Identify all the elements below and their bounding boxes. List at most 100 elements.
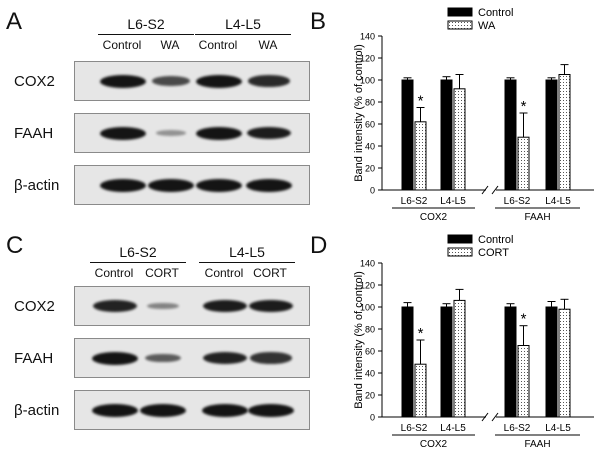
panel-letter-b: B bbox=[310, 8, 327, 35]
blot-band bbox=[100, 74, 146, 88]
x-tick-label: L4-L5 bbox=[545, 423, 571, 434]
group-underline bbox=[195, 34, 291, 35]
bar bbox=[453, 88, 466, 191]
y-tick-label: 100 bbox=[360, 76, 375, 86]
y-tick-label: 140 bbox=[360, 259, 375, 269]
legend-label: WA bbox=[478, 20, 496, 32]
y-tick-label: 80 bbox=[365, 325, 375, 335]
blot-band bbox=[93, 299, 137, 313]
blot-band bbox=[151, 76, 191, 86]
blot-band bbox=[202, 403, 248, 417]
western-blot-a: L6-S2 L4-L5 Control WA Control WA COX2 FAAH β-ac… bbox=[0, 0, 310, 230]
bar bbox=[504, 306, 517, 418]
blot-band bbox=[202, 299, 248, 313]
lane-label: CORT bbox=[145, 266, 179, 280]
y-tick-label: 100 bbox=[360, 303, 375, 313]
bar bbox=[558, 308, 571, 418]
x-tick-label: L6-S2 bbox=[401, 423, 428, 434]
bar bbox=[440, 306, 453, 418]
blot-band bbox=[247, 75, 291, 87]
y-tick-label: 40 bbox=[365, 369, 375, 379]
x-tick-label: L4-L5 bbox=[545, 196, 571, 207]
y-tick-label: 60 bbox=[365, 120, 375, 130]
blot-band bbox=[246, 126, 292, 140]
y-tick-label: 60 bbox=[365, 347, 375, 357]
lane-label: WA bbox=[160, 38, 180, 52]
blot-strip bbox=[74, 113, 310, 153]
lane-group-label: L4-L5 bbox=[225, 16, 261, 32]
row-label: COX2 bbox=[14, 73, 55, 90]
bar bbox=[517, 136, 530, 191]
panel-letter-d: D bbox=[310, 232, 328, 259]
legend-label: Control bbox=[478, 7, 513, 19]
lane-group-label: L4-L5 bbox=[229, 244, 265, 260]
y-tick-label: 40 bbox=[365, 142, 375, 152]
bar bbox=[453, 299, 466, 418]
blot-band bbox=[250, 352, 292, 364]
y-tick-label: 120 bbox=[360, 54, 375, 64]
row-label: β-actin bbox=[14, 177, 60, 194]
x-tick-label: L6-S2 bbox=[401, 196, 428, 207]
x-group-label: FAAH bbox=[524, 439, 550, 450]
lane-label: WA bbox=[258, 38, 278, 52]
blot-band bbox=[196, 126, 242, 140]
blot-strip bbox=[74, 286, 310, 326]
blot-strip bbox=[74, 61, 310, 101]
bar-chart-b: 0 20 40 60 80 100 120 140 Band intensity (% of c… bbox=[353, 7, 594, 223]
blot-band bbox=[203, 351, 247, 365]
blot-band bbox=[92, 351, 138, 365]
x-tick-label: L6-S2 bbox=[504, 423, 531, 434]
y-tick-label: 20 bbox=[365, 391, 375, 401]
x-group-label: FAAH bbox=[524, 212, 550, 223]
bar bbox=[517, 345, 530, 418]
bar bbox=[558, 74, 571, 191]
x-tick-label: L4-L5 bbox=[440, 423, 466, 434]
lane-group-label: L6-S2 bbox=[127, 16, 165, 32]
blot-band bbox=[147, 302, 179, 310]
lane-label: Control bbox=[94, 266, 134, 280]
group-underline bbox=[90, 262, 186, 263]
y-tick-label: 120 bbox=[360, 281, 375, 291]
bar bbox=[504, 79, 517, 191]
blot-band bbox=[144, 353, 182, 363]
axis-break-mark bbox=[491, 185, 499, 195]
significance-mark: * bbox=[521, 98, 527, 115]
significance-mark: * bbox=[418, 93, 424, 110]
row-label: FAAH bbox=[14, 125, 54, 142]
legend-swatch bbox=[447, 7, 473, 17]
bar bbox=[545, 79, 558, 191]
x-group-label: COX2 bbox=[420, 212, 448, 223]
significance-mark: * bbox=[521, 311, 527, 328]
bar-chart-d: 0 20 40 60 80 100 120 140 Band intensity (% of c… bbox=[353, 234, 594, 450]
lane-group-label: L6-S2 bbox=[119, 244, 157, 260]
x-tick-label: L4-L5 bbox=[440, 196, 466, 207]
blot-strip bbox=[74, 338, 310, 378]
blot-band bbox=[156, 130, 186, 136]
y-tick-label: 140 bbox=[360, 32, 375, 42]
lane-label: Control bbox=[204, 266, 244, 280]
legend-label: CORT bbox=[478, 247, 509, 259]
bar bbox=[545, 306, 558, 418]
blot-band bbox=[196, 74, 242, 88]
blot-band bbox=[100, 178, 146, 192]
row-label: FAAH bbox=[14, 350, 54, 367]
axis-break-mark bbox=[481, 185, 489, 195]
y-tick-label: 0 bbox=[370, 186, 375, 196]
lane-label: CORT bbox=[253, 266, 287, 280]
blot-band bbox=[148, 178, 194, 192]
axis-break-mark bbox=[481, 412, 489, 422]
western-blot-c: L6-S2 L4-L5 Control CORT Control CORT COX2 FAAH… bbox=[0, 224, 310, 454]
significance-mark: * bbox=[418, 325, 424, 342]
group-underline bbox=[98, 34, 194, 35]
row-label: COX2 bbox=[14, 298, 55, 315]
blot-strip bbox=[74, 165, 310, 205]
legend-swatch bbox=[447, 20, 473, 30]
y-tick-label: 0 bbox=[370, 413, 375, 423]
legend-swatch bbox=[447, 247, 473, 257]
blot-strip bbox=[74, 390, 310, 430]
y-tick-label: 20 bbox=[365, 164, 375, 174]
panel-letter-c: C bbox=[6, 232, 24, 259]
blot-band bbox=[196, 178, 242, 192]
lane-label: Control bbox=[198, 38, 238, 52]
x-tick-label: L6-S2 bbox=[504, 196, 531, 207]
